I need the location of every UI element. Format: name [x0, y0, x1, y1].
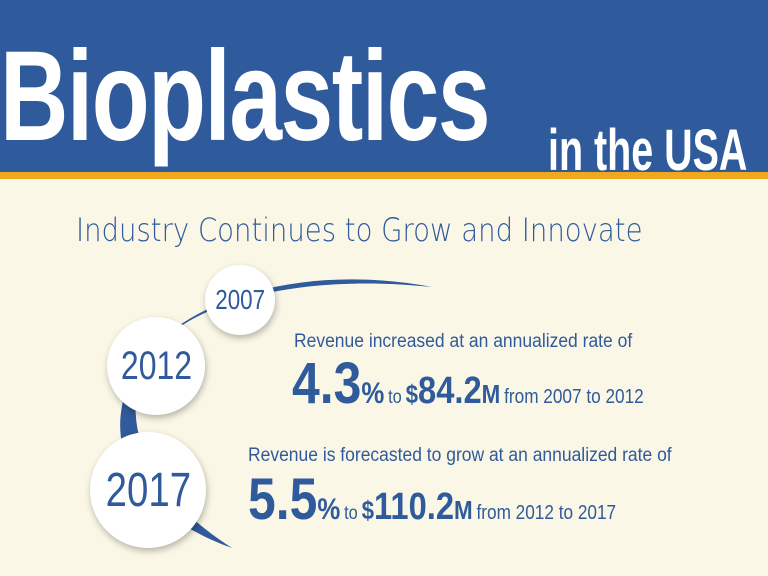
main-title: Bioplastics: [0, 25, 491, 168]
stat-2-currency: $: [361, 495, 375, 525]
stat-1-amount: 84.2: [418, 370, 482, 412]
year-circle-2007: 2007: [205, 265, 275, 335]
stat-2-percent-sign: %: [317, 493, 341, 526]
header-accent-stripe: [0, 172, 768, 179]
title-suffix: in the USA: [548, 118, 748, 183]
stat-1-label: Revenue increased at an annualized rate …: [294, 331, 633, 352]
stat-2-to: to: [344, 503, 358, 524]
stat-1-rate: 4.3: [292, 351, 362, 416]
stat-2-amount: 110.2: [374, 486, 455, 528]
year-circle-2012: 2012: [107, 317, 205, 415]
stat-2-rate: 5.5: [248, 467, 318, 532]
stat-2-range: from 2012 to 2017: [476, 502, 617, 524]
stat-1-currency: $: [405, 379, 419, 409]
year-circle-2017: 2017: [90, 432, 206, 548]
year-label-2007: 2007: [215, 284, 265, 315]
year-label-2017: 2017: [105, 463, 191, 517]
stat-1-unit: M: [481, 379, 501, 409]
stat-2-figures: 5.5% to $110.2M from 2012 to 2017: [248, 470, 616, 530]
stat-1-range: from 2007 to 2012: [504, 386, 644, 408]
year-label-2012: 2012: [120, 343, 192, 388]
stat-1-to: to: [388, 387, 402, 408]
stat-2-label: Revenue is forecasted to grow at an annu…: [248, 445, 672, 466]
stat-1-percent-sign: %: [361, 377, 385, 410]
stat-1-figures: 4.3% to $84.2M from 2007 to 2012: [292, 354, 644, 414]
stat-2-unit: M: [454, 495, 473, 525]
subtitle: Industry Continues to Grow and Innovate: [76, 211, 643, 249]
header-band: [0, 0, 768, 172]
